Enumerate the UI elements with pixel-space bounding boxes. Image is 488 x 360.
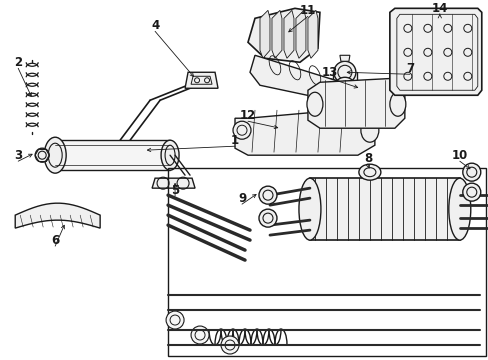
Polygon shape	[307, 78, 404, 128]
Polygon shape	[55, 140, 170, 170]
Text: 13: 13	[321, 66, 337, 79]
Text: 14: 14	[431, 2, 447, 15]
Text: 9: 9	[237, 192, 245, 204]
Text: 10: 10	[451, 149, 467, 162]
Ellipse shape	[333, 77, 355, 99]
Ellipse shape	[448, 178, 470, 240]
Text: 11: 11	[299, 4, 315, 17]
Ellipse shape	[358, 164, 380, 180]
Ellipse shape	[161, 140, 179, 170]
Polygon shape	[307, 10, 317, 58]
Polygon shape	[15, 203, 100, 228]
Ellipse shape	[306, 92, 322, 116]
Ellipse shape	[462, 183, 480, 201]
Ellipse shape	[166, 311, 183, 329]
Ellipse shape	[44, 137, 66, 173]
Polygon shape	[309, 178, 459, 240]
Ellipse shape	[233, 121, 250, 139]
Polygon shape	[260, 10, 269, 58]
Polygon shape	[389, 8, 481, 95]
Text: 3: 3	[14, 149, 22, 162]
Ellipse shape	[298, 178, 320, 240]
Bar	[168, 168, 485, 356]
Ellipse shape	[333, 61, 355, 83]
Polygon shape	[295, 10, 305, 58]
Ellipse shape	[35, 148, 49, 162]
Polygon shape	[284, 10, 293, 58]
Ellipse shape	[259, 209, 276, 227]
Ellipse shape	[259, 186, 276, 204]
Text: 8: 8	[363, 152, 371, 165]
Ellipse shape	[221, 336, 239, 354]
Ellipse shape	[360, 118, 378, 142]
Polygon shape	[152, 178, 195, 188]
Ellipse shape	[462, 163, 480, 181]
Text: 7: 7	[405, 62, 413, 75]
Ellipse shape	[389, 92, 405, 116]
Text: 4: 4	[151, 19, 159, 32]
Polygon shape	[235, 108, 374, 155]
Text: 6: 6	[51, 234, 59, 247]
Ellipse shape	[191, 326, 208, 344]
Text: 5: 5	[171, 184, 179, 197]
Polygon shape	[339, 55, 349, 61]
Polygon shape	[184, 72, 218, 88]
Polygon shape	[271, 10, 282, 58]
Polygon shape	[247, 8, 319, 62]
Text: 1: 1	[230, 134, 239, 147]
Text: 2: 2	[14, 56, 22, 69]
Polygon shape	[249, 55, 344, 103]
Text: 12: 12	[240, 109, 256, 122]
